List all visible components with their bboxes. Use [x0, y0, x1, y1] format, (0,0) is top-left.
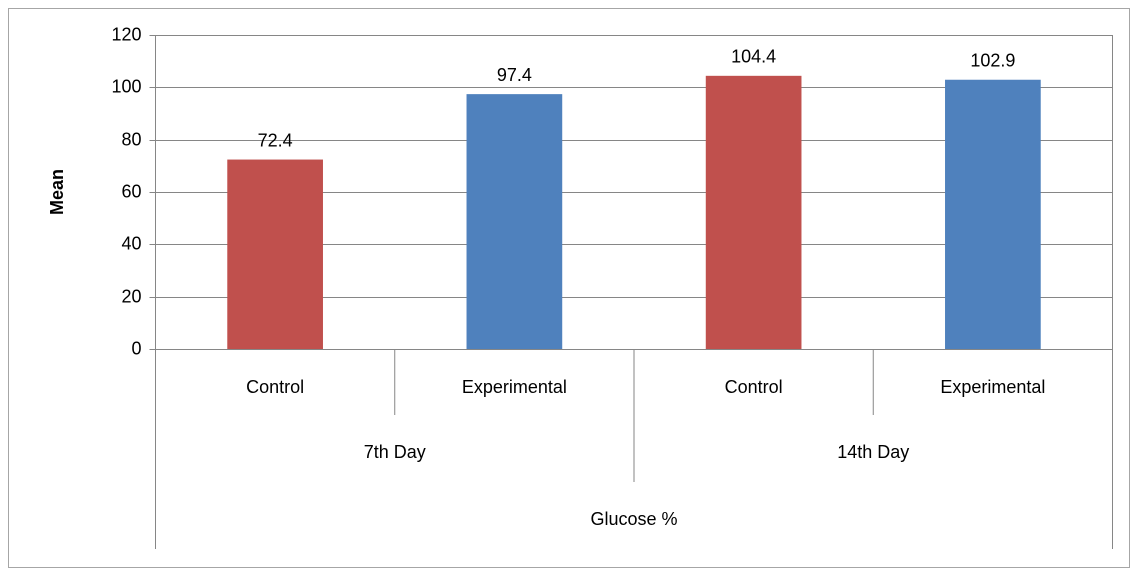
bar — [227, 159, 323, 349]
data-label: 104.4 — [731, 47, 776, 67]
x-tick-label: Control — [725, 377, 783, 397]
y-axis-label: Mean — [47, 169, 67, 215]
x-tick-label: Experimental — [462, 377, 567, 397]
chart-border — [8, 8, 1130, 568]
y-tick-label: 80 — [121, 129, 141, 149]
y-tick-label: 20 — [121, 286, 141, 306]
bar — [705, 75, 802, 349]
y-tick-label: 0 — [131, 338, 141, 358]
y-tick-label: 40 — [121, 233, 141, 253]
y-tick-label: 100 — [111, 76, 141, 96]
x-tick-label: Experimental — [940, 377, 1045, 397]
x-tick-label: Control — [246, 377, 304, 397]
bar — [945, 79, 1041, 350]
group-label: 14th Day — [837, 442, 909, 462]
data-label: 72.4 — [258, 130, 293, 150]
bar — [466, 94, 563, 350]
data-label: 97.4 — [497, 65, 532, 85]
y-tick-label: 60 — [121, 181, 141, 201]
outer-group-label: Glucose % — [590, 509, 677, 529]
data-label: 102.9 — [970, 50, 1015, 70]
y-tick-label: 120 — [111, 24, 141, 44]
group-label: 7th Day — [364, 442, 426, 462]
